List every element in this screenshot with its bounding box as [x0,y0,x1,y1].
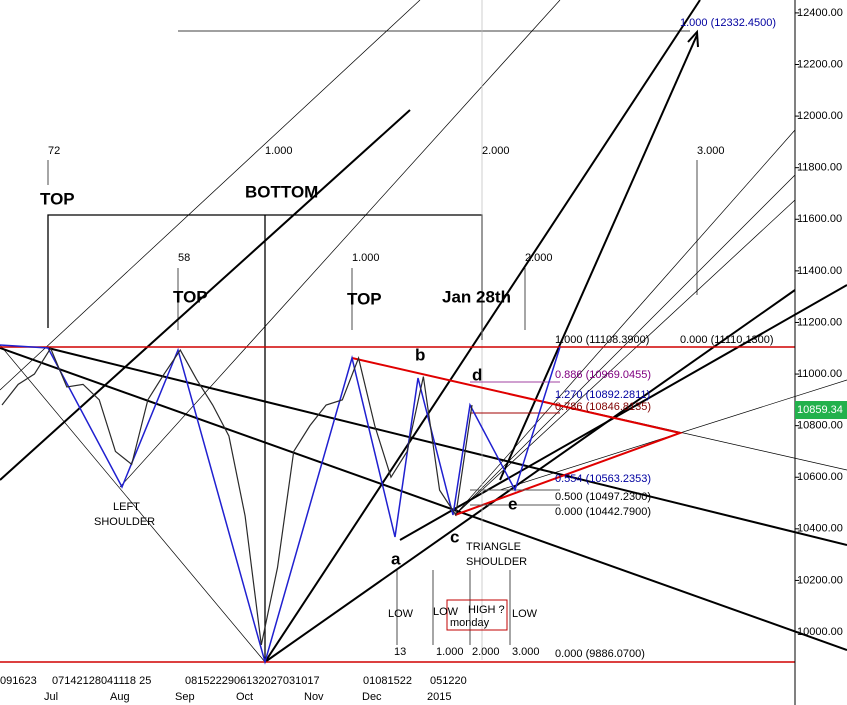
x-tick-label: 051220 [430,675,467,687]
x-tick-label: 01081522 [363,675,412,687]
y-tick-label: 11200.00 [797,316,842,328]
y-tick-label: 10200.00 [797,574,843,586]
y-tick-label: 11600.00 [797,213,842,225]
month-label: Nov [304,691,324,703]
annotation: monday [450,617,490,629]
annotation: 1.270 (10892.2811) [555,389,650,401]
annotation: HIGH ? [468,604,505,616]
annotation: 3.000 [512,646,540,658]
annotation: 13 [394,646,406,658]
annotation: LOW [388,608,414,620]
price-line [1,346,473,646]
annotation: 0.886 (10969.0455) [555,369,651,381]
annotation: 2.000 [482,145,510,157]
annotation: 0.786 (10846.8135) [555,401,651,413]
annotation: SHOULDER [466,556,527,568]
month-label: Sep [175,691,195,703]
y-tick-label: 12400.00 [797,7,843,19]
y-tick-label: 11800.00 [797,162,842,174]
annotation: BOTTOM [245,182,318,201]
annotation: 1.000 (12332.4500) [680,17,776,29]
y-tick-label: 12000.00 [797,110,843,122]
x-tick-label: 0815222906132027031017 [185,675,320,687]
month-label: Jul [44,691,58,703]
annotation: 0.000 (11110.1300) [680,334,774,346]
annotation: LOW [433,606,459,618]
annotation: 72 [48,145,60,157]
y-tick-label: 10600.00 [797,471,843,483]
annotation: 3.000 [697,145,725,157]
annotation: 2.000 [525,252,553,264]
annotation: 1.000 [436,646,464,658]
month-label: Oct [236,691,253,703]
annotation: TOP [40,189,75,208]
x-tick-label: 07142128041118 25 [52,675,151,687]
annotation: d [472,365,482,384]
annotation: 0.500 (10497.2300) [555,491,651,503]
y-tick-label: 10400.00 [797,523,843,535]
annotation: TRIANGLE [466,541,521,553]
month-label: Dec [362,691,382,703]
y-tick-label: 12200.00 [797,58,843,70]
annotation: 0.000 (9886.0700) [555,648,645,660]
annotation: LOW [512,608,538,620]
annotation: 2.000 [472,646,500,658]
annotation: a [391,549,401,568]
annotation: SHOULDER [94,516,155,528]
annotation: 0.554 (10563.2353) [555,473,651,485]
annotation: TOP [347,289,382,308]
annotation: b [415,345,425,364]
last-price-label: 10859.34 [797,404,843,416]
month-label: 2015 [427,691,451,703]
annotation: Jan 28th [442,287,511,306]
annotation: 0.000 (10442.7900) [555,506,651,518]
annotation: 1.000 [352,252,380,264]
annotation: 58 [178,252,190,264]
annotation: c [450,527,459,546]
annotation: 1.000 [265,145,293,157]
y-tick-label: 10800.00 [797,420,843,432]
y-tick-label: 11000.00 [797,368,842,380]
month-label: Aug [110,691,130,703]
y-tick-label: 10000.00 [797,626,843,638]
x-tick-label: 091623 [0,675,37,687]
y-tick-label: 11400.00 [797,265,842,277]
annotation: e [508,494,517,513]
annotation: TOP [173,287,208,306]
annotation: LEFT [113,501,140,513]
annotation: 1.000 (11108.3900) [555,334,649,346]
